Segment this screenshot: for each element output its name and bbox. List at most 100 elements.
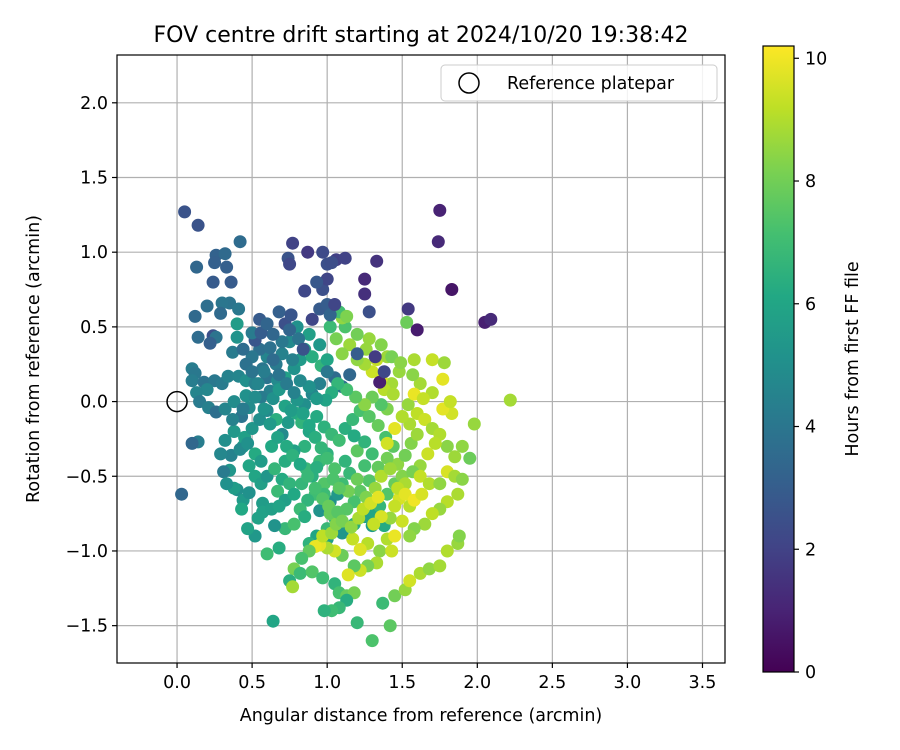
data-point [400, 315, 414, 329]
data-point [358, 435, 372, 449]
legend-label: Reference platepar [507, 74, 675, 94]
data-point [298, 510, 312, 524]
data-point [371, 419, 385, 432]
data-point [383, 619, 397, 633]
data-point [263, 417, 277, 431]
colorbar-tick-label: 8 [805, 172, 816, 192]
data-point [226, 345, 240, 359]
data-point [286, 353, 300, 367]
data-points [175, 203, 517, 648]
data-point [308, 481, 322, 495]
data-point [230, 317, 244, 331]
y-axis-ticks: −1.5 −1.0 −0.5 0.0 0.5 1.0 1.5 2.0 [66, 94, 117, 637]
data-point [208, 256, 222, 270]
data-point [191, 218, 205, 232]
data-point [317, 604, 331, 618]
data-point [266, 327, 280, 341]
data-point [251, 377, 265, 391]
colorbar-label: Hours from first FF file [843, 261, 863, 456]
data-point [295, 551, 309, 565]
data-point [383, 462, 397, 476]
data-point [395, 514, 409, 528]
data-point [227, 425, 241, 438]
data-point [338, 454, 352, 468]
data-point [431, 235, 445, 249]
y-tick-label: 1.0 [80, 243, 108, 263]
data-point [362, 410, 376, 423]
data-point [271, 484, 285, 498]
reference-point [166, 390, 188, 413]
data-point [272, 305, 286, 319]
data-point [292, 332, 306, 346]
y-tick-label: −1.5 [66, 617, 109, 637]
data-point [350, 616, 364, 630]
data-point [368, 350, 382, 364]
data-point [463, 451, 477, 465]
data-point [398, 448, 412, 462]
plot-frame [116, 54, 726, 664]
data-point [386, 387, 400, 401]
data-point [394, 356, 408, 370]
data-point [301, 245, 315, 259]
data-point [275, 335, 289, 349]
data-point [206, 275, 220, 289]
data-point [376, 596, 390, 610]
data-point [286, 448, 300, 462]
data-point [253, 413, 267, 426]
data-point [310, 275, 324, 289]
y-axis-label: Rotation from reference (arcmin) [24, 215, 44, 503]
data-point [425, 507, 439, 521]
data-point [268, 519, 282, 533]
data-point [260, 317, 274, 331]
y-tick-label: 2.0 [80, 94, 108, 114]
data-point [350, 347, 364, 361]
data-point [283, 323, 297, 337]
data-point [293, 374, 307, 388]
data-point [320, 451, 334, 465]
data-point [254, 454, 268, 468]
data-point [395, 410, 409, 423]
data-point [371, 490, 385, 504]
data-point [418, 517, 432, 531]
colorbar: 0 2 4 6 8 10 Hours from first FF file [762, 45, 863, 683]
data-point [403, 529, 417, 543]
data-point [388, 529, 402, 543]
data-point [410, 427, 424, 441]
data-point [218, 433, 232, 447]
data-point [257, 402, 271, 416]
data-point [310, 392, 324, 406]
data-point [350, 327, 364, 341]
data-point [272, 541, 286, 555]
data-point [200, 383, 214, 397]
reference-marker [166, 390, 188, 413]
data-point [287, 517, 301, 531]
data-point [308, 430, 322, 444]
data-point [241, 522, 255, 536]
data-point [425, 353, 439, 367]
data-point [353, 543, 367, 556]
data-point [455, 472, 469, 486]
data-point [305, 565, 319, 579]
y-tick-label: 1.5 [80, 168, 108, 188]
data-point [220, 260, 234, 274]
data-point [445, 283, 459, 296]
data-point [271, 430, 285, 444]
x-tick-label: 2.5 [538, 673, 566, 693]
data-point [286, 236, 300, 250]
data-point [365, 634, 379, 648]
x-tick-label: 1.0 [313, 673, 341, 693]
data-point [467, 417, 481, 431]
data-point [320, 365, 334, 379]
data-point [286, 580, 300, 594]
data-point [313, 377, 327, 391]
data-point [350, 472, 364, 486]
data-point [433, 477, 447, 491]
data-point [241, 436, 255, 450]
data-point [266, 353, 280, 367]
data-point [224, 275, 238, 289]
data-point [305, 350, 319, 364]
data-point [358, 287, 372, 301]
data-point [362, 332, 376, 346]
data-point [328, 462, 342, 476]
